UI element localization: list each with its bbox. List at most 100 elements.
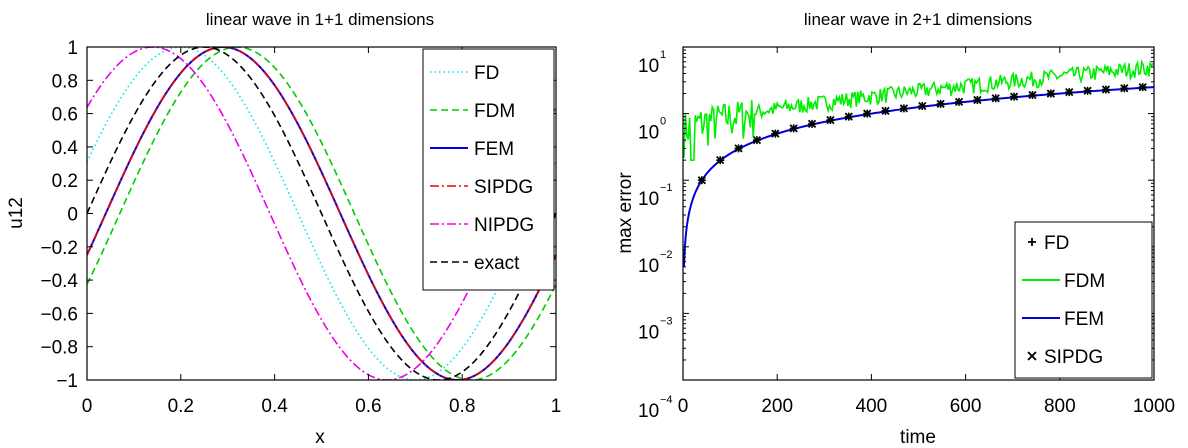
sipdg-cross-marker — [734, 144, 743, 153]
left-chart-title: linear wave in 1+1 dimensions — [206, 10, 434, 29]
sipdg-cross-marker — [899, 104, 909, 113]
right-series-group — [683, 58, 1154, 267]
sipdg-cross-marker — [716, 156, 725, 165]
sipdg-cross-marker — [807, 119, 817, 129]
right-x-tick-label: 200 — [761, 396, 793, 417]
right-axes-frame — [682, 46, 1155, 381]
left-y-tick-label: 0.8 — [52, 71, 78, 92]
right-marker-fd-sipdg — [697, 176, 706, 185]
left-x-tick-label: 0.6 — [355, 396, 381, 417]
right-chart: linear wave in 2+1 dimensions time max e… — [615, 10, 1175, 448]
sipdg-cross-marker — [1083, 86, 1092, 95]
right-legend-swatch-fd — [1028, 238, 1036, 246]
sipdg-cross-marker — [881, 106, 890, 115]
left-x-tick-label: 1 — [551, 396, 562, 417]
left-legend-label: exact — [474, 253, 520, 274]
right-x-tick-label: 600 — [950, 396, 982, 417]
sipdg-cross-marker — [863, 109, 872, 118]
right-marker-fd-sipdg — [1138, 82, 1147, 92]
left-y-tick-label: −0.2 — [40, 238, 78, 259]
left-ticks: 0 0.2 0.4 0.6 0.8 1 1 0.8 0.6 0.4 0.2 0 −0.2 −0.4 −0.6… — [40, 38, 561, 417]
right-marker-fd-sipdg — [1101, 85, 1111, 94]
right-x-tick-label: 0 — [678, 396, 689, 417]
right-legend: FD FDM FEM SIPDG — [1014, 221, 1153, 379]
right-marker-fd-sipdg — [936, 99, 945, 109]
right-marker-fd-sipdg — [1028, 90, 1037, 100]
right-marker-fd-sipdg — [1009, 92, 1019, 101]
right-marker-fd-sipdg — [899, 104, 909, 113]
right-marker-fd-sipdg — [1120, 84, 1129, 93]
left-y-tick-label: −0.4 — [40, 271, 78, 292]
right-marker-fd-sipdg — [863, 109, 872, 118]
sipdg-cross-marker — [954, 97, 964, 107]
sipdg-cross-marker — [752, 135, 762, 145]
right-marker-fd-sipdg — [918, 101, 927, 111]
left-series-line-sipdg — [87, 47, 556, 380]
left-series-line-fd — [87, 47, 556, 380]
right-marker-fd-sipdg — [954, 97, 964, 107]
right-y-tick-exponent: −4 — [660, 394, 673, 406]
right-y-tick-base: 10 — [638, 322, 659, 343]
sipdg-cross-marker — [826, 115, 835, 125]
right-y-tick-exponent: −1 — [660, 182, 673, 194]
left-y-tick-label: −1 — [56, 371, 78, 392]
right-marker-fd-sipdg — [991, 94, 1000, 103]
right-legend-label: SIPDG — [1044, 347, 1103, 368]
left-legend-label: SIPDG — [474, 177, 533, 198]
right-legend-label: FEM — [1064, 309, 1104, 330]
sipdg-cross-marker — [1101, 85, 1111, 94]
sipdg-cross-marker — [789, 124, 798, 133]
left-y-tick-label: −0.6 — [40, 304, 78, 325]
left-y-tick-label: 0.6 — [52, 105, 78, 126]
right-marker-fd-sipdg — [1065, 88, 1074, 97]
right-y-tick-exponent: −3 — [660, 315, 673, 327]
right-marker-fd-sipdg — [1083, 86, 1092, 95]
sipdg-cross-marker — [991, 94, 1000, 103]
left-y-tick-label: 1 — [67, 38, 78, 59]
left-y-tick-label: 0 — [67, 205, 78, 226]
right-marker-fd-sipdg — [826, 115, 835, 125]
right-marker-fd-sipdg — [771, 129, 780, 138]
left-legend-label: NIPDG — [474, 215, 534, 236]
left-y-tick-label: −0.8 — [40, 338, 78, 359]
right-legend-swatch-sipdg — [1027, 351, 1037, 361]
left-x-tick-label: 0.4 — [261, 396, 288, 417]
right-y-tick-base: 10 — [638, 256, 659, 277]
sipdg-cross-marker — [1009, 92, 1019, 101]
left-chart: linear wave in 1+1 dimensions x u12 0 0.2… — [6, 10, 561, 448]
left-x-axis-label: x — [315, 427, 325, 448]
right-marker-fd-sipdg — [844, 112, 853, 121]
left-legend-label: FD — [474, 63, 499, 84]
left-legend-label: FDM — [474, 101, 515, 122]
right-y-axis-label: max error — [615, 172, 636, 254]
left-y-tick-label: 0.2 — [52, 171, 78, 192]
sipdg-cross-marker — [1046, 89, 1055, 98]
right-x-tick-label: 800 — [1044, 396, 1076, 417]
sipdg-cross-marker — [844, 112, 853, 121]
right-y-tick-exponent: −2 — [660, 249, 673, 261]
left-series-line-nipdg — [87, 47, 556, 380]
sipdg-cross-marker — [918, 101, 927, 111]
right-legend-box — [1014, 221, 1153, 379]
right-marker-fd-sipdg — [734, 144, 743, 153]
right-marker-fd-sipdg — [807, 119, 817, 129]
right-y-tick-exponent: 0 — [660, 116, 666, 128]
sipdg-cross-marker — [936, 99, 945, 109]
left-legend-box — [422, 48, 555, 291]
right-marker-fd-sipdg — [973, 95, 982, 105]
right-y-tick-base: 10 — [638, 189, 659, 210]
sipdg-cross-marker — [1138, 82, 1147, 92]
sipdg-cross-marker — [973, 95, 982, 105]
right-marker-fd-sipdg — [881, 106, 890, 115]
left-legend: FD FDM FEM SIPDG NIPDG exact — [422, 48, 555, 291]
sipdg-cross-marker — [1120, 84, 1129, 93]
right-marker-fd-sipdg — [716, 156, 725, 165]
left-legend-label: FEM — [474, 139, 514, 160]
right-marker-fd-sipdg — [789, 124, 798, 133]
right-y-tick-base: 10 — [638, 56, 659, 77]
right-series-line-fdm — [683, 58, 1154, 161]
left-x-tick-label: 0.8 — [449, 396, 475, 417]
right-chart-title: linear wave in 2+1 dimensions — [804, 10, 1032, 29]
sipdg-cross-marker — [697, 176, 706, 185]
